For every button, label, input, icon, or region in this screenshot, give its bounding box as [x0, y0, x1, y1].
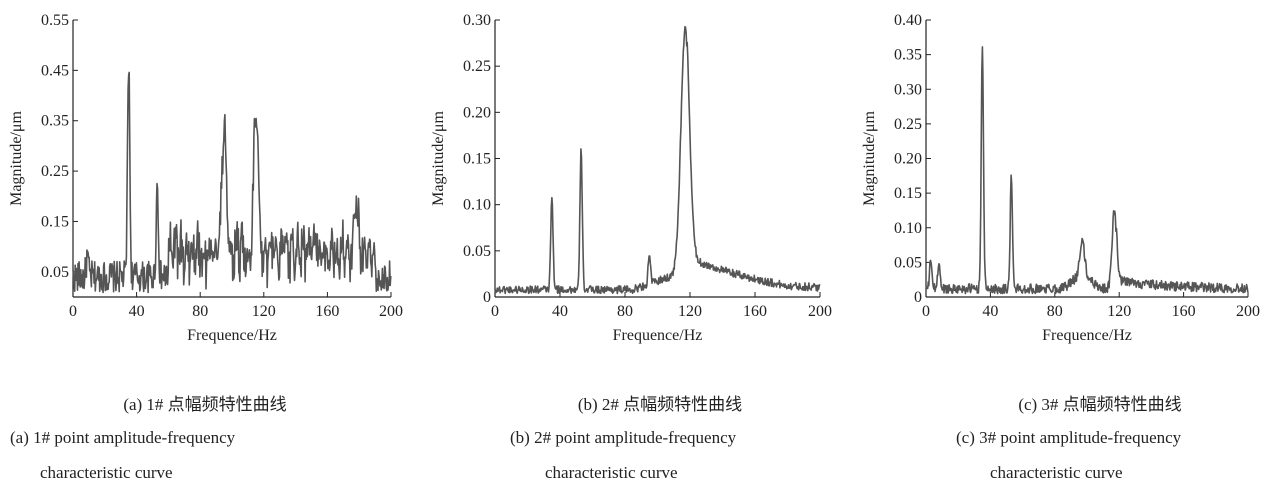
- y-tick-label: 0.45: [41, 62, 69, 79]
- caption-a-en-2: characteristic curve: [40, 463, 173, 482]
- x-tick-label: 80: [192, 303, 208, 320]
- caption-b-cn: (b) 2# 点幅频特性曲线: [577, 395, 743, 414]
- x-tick-label: 40: [552, 303, 568, 320]
- x-axis-label: Frequence/Hz: [187, 327, 277, 344]
- y-tick-label: 0.35: [894, 47, 922, 64]
- chart-panel-a: 0.05 0.15 0.25 0.35 0.45 0.55 0 40 80 120 160 200 Fr…: [8, 12, 403, 344]
- chart-panel-b: 0 0.05 0.10 0.15 0.20 0.25 0.30 0 40 80 120 160 200 F…: [430, 12, 832, 344]
- caption-c-cn: (c) 3# 点幅频特性曲线: [1018, 395, 1182, 414]
- axes: 0.05 0.15 0.25 0.35 0.45 0.55 0 40 80 120 160 200 Fr…: [8, 12, 403, 344]
- x-tick-label: 160: [1172, 303, 1196, 320]
- y-tick-label: 0.40: [894, 12, 922, 29]
- x-axis-label: Frequence/Hz: [1042, 327, 1132, 344]
- y-tick-label: 0.15: [463, 151, 491, 168]
- y-tick-label: 0.15: [41, 213, 69, 230]
- y-tick-label: 0.55: [41, 12, 69, 29]
- caption-b-en-1: (b) 2# point amplitude-frequency: [510, 428, 737, 447]
- y-tick-label: 0.05: [463, 243, 491, 260]
- x-tick-label: 80: [1047, 303, 1063, 320]
- y-tick-label: 0.05: [894, 254, 922, 271]
- y-tick-label: 0.25: [463, 58, 491, 75]
- y-tick-label: 0.20: [894, 151, 922, 168]
- y-tick-label: 0: [914, 289, 922, 306]
- x-tick-label: 0: [69, 303, 77, 320]
- x-tick-label: 120: [678, 303, 702, 320]
- series-line: [925, 46, 1249, 295]
- y-tick-label: 0.05: [41, 264, 69, 281]
- x-tick-label: 120: [252, 303, 276, 320]
- y-axis-label: Magnitude/μm: [8, 111, 25, 206]
- y-axis-label: Magnitude/μm: [861, 111, 878, 206]
- x-tick-label: 0: [922, 303, 930, 320]
- axes: 0 0.05 0.10 0.15 0.20 0.25 0.30 0 40 80 120 160 200 F…: [430, 12, 832, 344]
- x-tick-label: 120: [1107, 303, 1131, 320]
- caption-a-en-1: (a) 1# point amplitude-frequency: [10, 428, 236, 447]
- caption-b-en-2: characteristic curve: [545, 463, 678, 482]
- caption-c-en-2: characteristic curve: [990, 463, 1123, 482]
- x-tick-label: 200: [1236, 303, 1260, 320]
- chart-panel-c: 0 0.05 0.10 0.15 0.20 0.25 0.30 0.35 0.40 0 40 80 12…: [861, 12, 1260, 344]
- series-line: [72, 71, 392, 294]
- y-tick-label: 0.35: [41, 113, 69, 130]
- caption-c-en-1: (c) 3# point amplitude-frequency: [956, 428, 1182, 447]
- caption-a-cn: (a) 1# 点幅频特性曲线: [123, 395, 287, 414]
- x-tick-label: 200: [808, 303, 832, 320]
- y-tick-label: 0.15: [894, 185, 922, 202]
- x-tick-label: 160: [315, 303, 339, 320]
- x-tick-label: 40: [982, 303, 998, 320]
- y-tick-label: 0: [483, 289, 491, 306]
- y-tick-label: 0.30: [894, 81, 922, 98]
- x-tick-label: 80: [617, 303, 633, 320]
- x-tick-label: 160: [743, 303, 767, 320]
- axes: 0 0.05 0.10 0.15 0.20 0.25 0.30 0.35 0.40 0 40 80 12…: [861, 12, 1260, 344]
- y-tick-label: 0.10: [894, 220, 922, 237]
- y-axis-label: Magnitude/μm: [430, 111, 447, 206]
- y-tick-label: 0.10: [463, 197, 491, 214]
- y-tick-label: 0.25: [894, 116, 922, 133]
- x-tick-label: 0: [491, 303, 499, 320]
- series-line: [494, 25, 821, 295]
- y-tick-label: 0.30: [463, 12, 491, 29]
- y-tick-label: 0.20: [463, 104, 491, 121]
- y-tick-label: 0.25: [41, 163, 69, 180]
- x-axis-label: Frequence/Hz: [613, 327, 703, 344]
- x-tick-label: 200: [379, 303, 403, 320]
- x-tick-label: 40: [129, 303, 145, 320]
